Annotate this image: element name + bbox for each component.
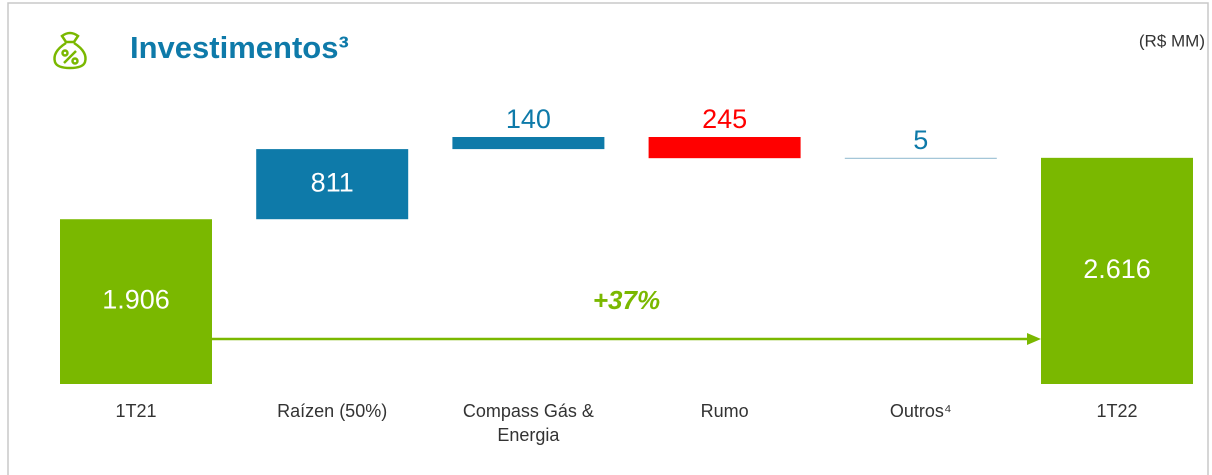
x-tick-label: Compass Gás & Energia [463, 401, 594, 445]
arrow-head [1027, 333, 1041, 345]
value-label: 140 [506, 104, 551, 134]
frame [7, 2, 1209, 475]
bar [844, 157, 997, 159]
bar [256, 149, 409, 220]
value-label: 2.616 [1083, 254, 1151, 284]
unit-label: (R$ MM) [1139, 31, 1205, 50]
value-label: 245 [702, 104, 747, 134]
bar [1041, 157, 1193, 384]
x-tick-label: Raízen (50%) [277, 401, 387, 421]
growth-annotation: +37% [593, 285, 660, 315]
x-tick-label: Rumo [701, 401, 749, 421]
x-tick-label: Outros⁴ [890, 401, 952, 421]
bar [60, 219, 212, 384]
x-tick-label: 1T22 [1096, 401, 1137, 421]
chart-title: Investimentos³ [130, 30, 349, 65]
value-label: 811 [311, 167, 354, 197]
x-tick-label: 1T21 [115, 401, 156, 421]
bar [452, 137, 605, 150]
bar [648, 137, 801, 159]
value-label: 5 [913, 125, 928, 155]
money-bag-icon [53, 31, 87, 70]
value-label: 1.906 [102, 285, 170, 315]
